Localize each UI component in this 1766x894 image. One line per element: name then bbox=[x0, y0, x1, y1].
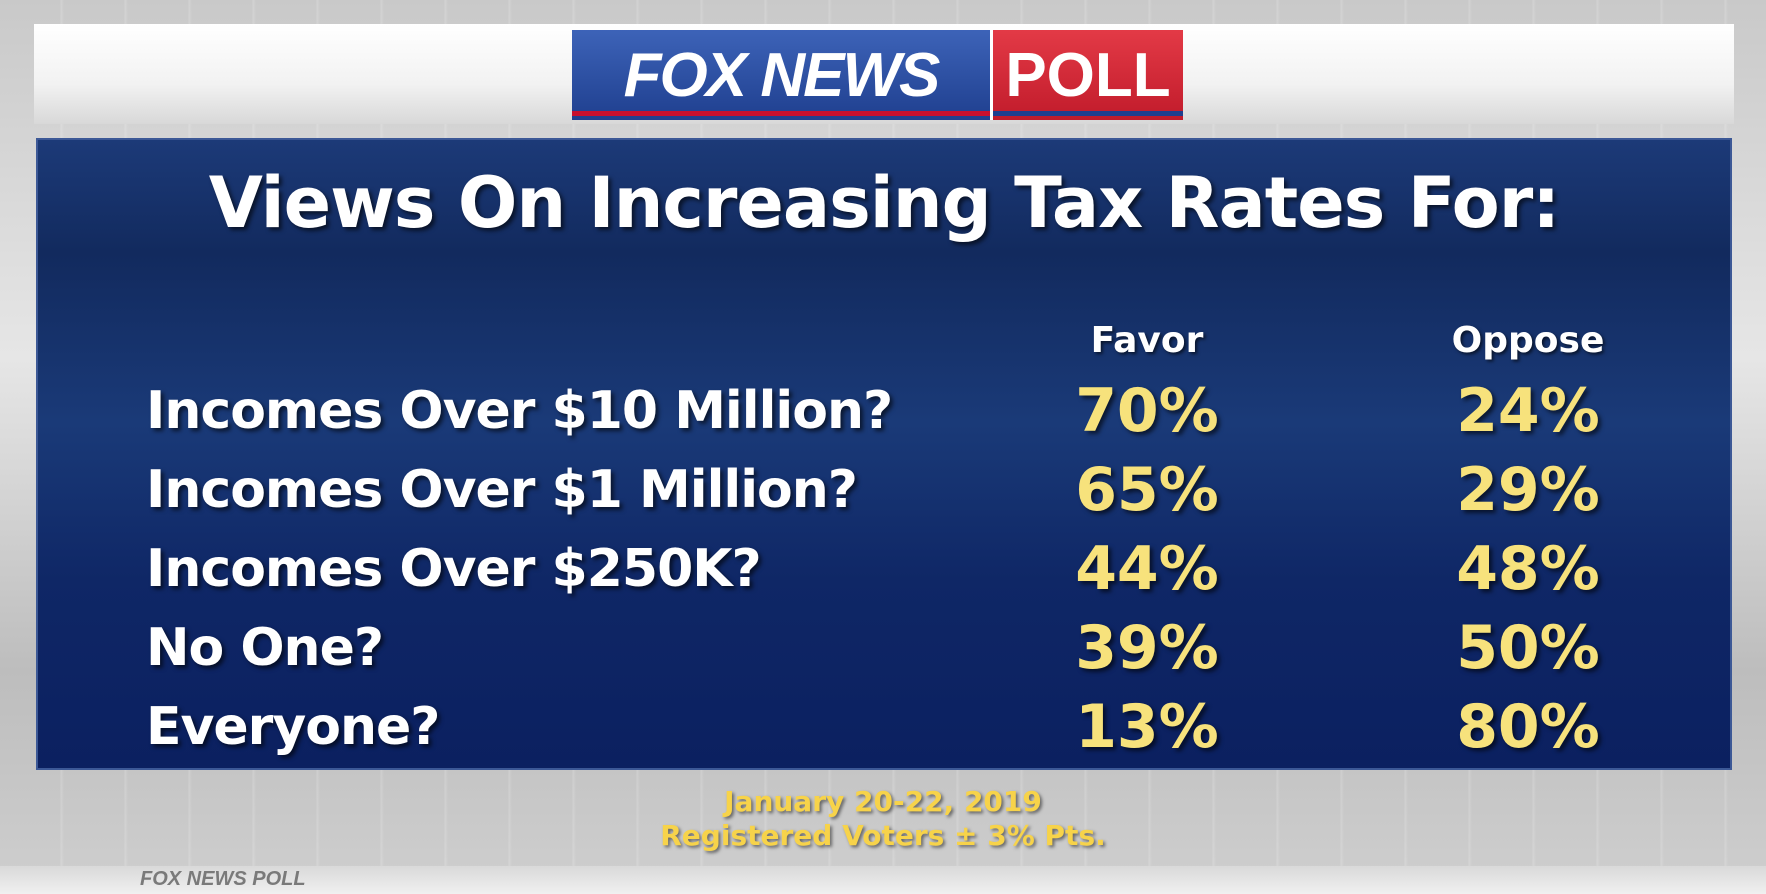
favor-value: 39% bbox=[1075, 613, 1219, 683]
row-label: Incomes Over $10 Million? bbox=[146, 381, 893, 441]
row-label: No One? bbox=[146, 618, 384, 678]
column-header-favor: Favor bbox=[1090, 320, 1204, 361]
table-row: Incomes Over $1 Million? 65% 29% bbox=[38, 451, 1730, 530]
oppose-value: 48% bbox=[1456, 534, 1600, 604]
favor-value: 65% bbox=[1075, 455, 1219, 525]
oppose-value: 29% bbox=[1456, 455, 1600, 525]
poll-title: Views On Increasing Tax Rates For: bbox=[208, 162, 1561, 244]
fox-news-poll-logo: FOX NEWS POLL bbox=[572, 30, 1183, 120]
table-row: Incomes Over $10 Million? 70% 24% bbox=[38, 372, 1730, 451]
poll-rows: Incomes Over $10 Million? 70% 24% Income… bbox=[38, 372, 1730, 767]
poll-sample-note: Registered Voters ± 3% Pts. bbox=[660, 819, 1106, 852]
poll-footer: January 20-22, 2019 Registered Voters ± … bbox=[0, 785, 1766, 853]
row-label: Incomes Over $250K? bbox=[146, 539, 762, 599]
oppose-value: 24% bbox=[1456, 376, 1600, 446]
bottom-strip bbox=[0, 866, 1766, 894]
table-row: Everyone? 13% 80% bbox=[38, 688, 1730, 767]
poll-panel: Views On Increasing Tax Rates For: Favor… bbox=[36, 138, 1732, 770]
row-label: Everyone? bbox=[146, 697, 440, 757]
oppose-value: 50% bbox=[1456, 613, 1600, 683]
favor-value: 44% bbox=[1075, 534, 1219, 604]
fox-news-wordmark: FOX NEWS bbox=[572, 30, 990, 120]
column-header-oppose: Oppose bbox=[1451, 320, 1605, 361]
table-row: No One? 39% 50% bbox=[38, 609, 1730, 688]
row-label: Incomes Over $1 Million? bbox=[146, 460, 858, 520]
favor-value: 70% bbox=[1075, 376, 1219, 446]
favor-value: 13% bbox=[1075, 692, 1219, 762]
oppose-value: 80% bbox=[1456, 692, 1600, 762]
table-row: Incomes Over $250K? 44% 48% bbox=[38, 530, 1730, 609]
bottom-logo-text: FOX NEWS POLL bbox=[140, 868, 306, 890]
poll-dates: January 20-22, 2019 bbox=[724, 785, 1042, 818]
poll-wordmark: POLL bbox=[990, 30, 1183, 120]
